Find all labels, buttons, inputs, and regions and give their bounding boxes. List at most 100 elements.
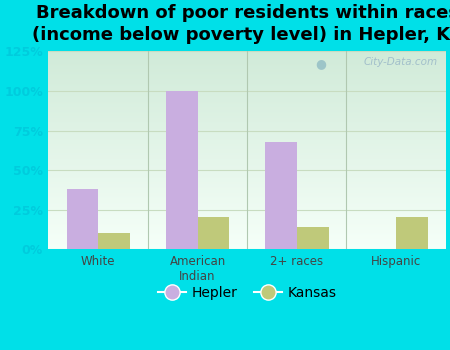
Bar [49,199,446,201]
Bar [49,210,446,211]
Bar [49,106,446,107]
Bar [49,179,446,180]
Bar [49,60,446,61]
Bar [49,156,446,157]
Bar [49,102,446,103]
Bar [49,232,446,233]
Bar [49,145,446,146]
Bar [49,241,446,242]
Bar [49,72,446,73]
Bar [49,175,446,176]
Bar [49,208,446,209]
Bar [49,101,446,102]
Bar [49,86,446,87]
Bar [49,215,446,216]
Bar [49,61,446,62]
Bar [49,124,446,125]
Bar [49,183,446,184]
Bar [49,138,446,139]
Bar [49,112,446,113]
Bar [49,76,446,77]
Bar [49,64,446,65]
Bar [49,211,446,212]
Text: ●: ● [316,57,327,70]
Bar [49,219,446,220]
Bar [49,54,446,55]
Bar [49,222,446,223]
Bar [49,180,446,181]
Bar [49,107,446,108]
Bar [49,97,446,98]
Bar [49,205,446,206]
Bar [49,110,446,111]
Bar [49,191,446,192]
Bar [49,165,446,166]
Bar [49,117,446,118]
Bar [49,122,446,124]
Bar [49,169,446,170]
Bar [297,227,328,249]
Bar [49,194,446,195]
Bar [49,212,446,214]
Bar [49,206,446,208]
Bar [49,132,446,133]
Bar [49,226,446,227]
Bar [49,151,446,152]
Bar [49,131,446,132]
Bar [49,55,446,56]
Bar [49,89,446,90]
Bar [49,125,446,126]
Bar [49,114,446,115]
Bar [49,67,446,68]
Bar [49,162,446,163]
Bar [49,99,446,100]
Bar [98,233,130,249]
Bar [49,93,446,94]
Bar [49,201,446,202]
Bar [49,188,446,189]
Bar [49,198,446,199]
Bar [49,141,446,142]
Bar [49,88,446,89]
Bar [49,109,446,110]
Bar [49,209,446,210]
Bar [49,92,446,93]
Bar [49,121,446,122]
Bar [49,144,446,145]
Bar [49,172,446,173]
Bar [49,176,446,177]
Bar [49,120,446,121]
Bar [49,184,446,185]
Bar [49,139,446,140]
Bar [49,140,446,141]
Bar [49,148,446,149]
Bar [49,202,446,203]
Bar [49,171,446,172]
Bar [67,189,98,249]
Bar [49,197,446,198]
Bar [49,196,446,197]
Text: City-Data.com: City-Data.com [364,57,438,68]
Bar [49,105,446,106]
Bar [49,134,446,135]
Bar [49,187,446,188]
Bar [49,133,446,134]
Bar [49,100,446,101]
Bar [49,91,446,92]
Bar [49,185,446,186]
Bar [49,135,446,137]
Bar [49,227,446,228]
Bar [49,223,446,224]
Bar [49,233,446,234]
Bar [49,245,446,246]
Bar [49,115,446,116]
Title: Breakdown of poor residents within races
(income below poverty level) in Hepler,: Breakdown of poor residents within races… [32,4,450,44]
Bar [49,225,446,226]
Bar [49,104,446,105]
Bar [49,235,446,236]
Bar [49,65,446,66]
Bar [49,79,446,80]
Bar [49,231,446,232]
Bar [49,244,446,245]
Bar [49,52,446,54]
